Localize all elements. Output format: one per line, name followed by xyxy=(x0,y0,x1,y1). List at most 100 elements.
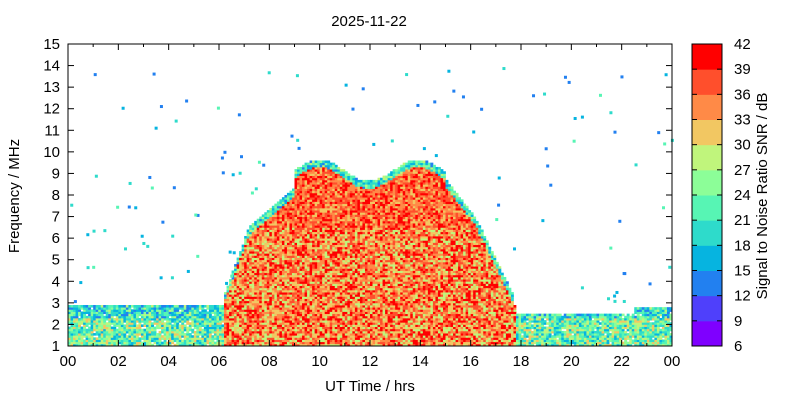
heatmap-cell xyxy=(276,229,280,233)
heatmap-cell xyxy=(297,292,300,295)
heatmap-cell xyxy=(312,268,316,271)
heatmap-cell xyxy=(299,335,303,338)
heatmap-cell xyxy=(241,311,245,315)
heatmap-cell xyxy=(312,231,316,235)
heatmap-cell xyxy=(108,341,112,345)
heatmap-cell xyxy=(319,238,323,241)
heatmap-cell xyxy=(342,244,346,248)
heatmap-cell xyxy=(73,311,76,315)
heatmap-cell xyxy=(256,272,260,276)
heatmap-cell xyxy=(309,322,313,325)
heatmap-cell xyxy=(339,328,343,332)
heatmap-cell xyxy=(120,333,124,336)
heatmap-cell xyxy=(113,313,117,317)
heatmap-cell xyxy=(146,335,149,338)
heatmap-cell xyxy=(178,335,182,338)
heatmap-cell xyxy=(289,292,293,295)
heatmap-cell xyxy=(261,270,265,274)
heatmap-cell xyxy=(304,266,308,269)
heatmap-cell xyxy=(354,203,358,207)
heatmap-cell xyxy=(266,257,270,261)
heatmap-cell xyxy=(78,328,81,332)
heatmap-cell xyxy=(291,229,295,233)
heatmap-cell xyxy=(349,218,353,222)
heatmap-cell xyxy=(327,309,331,312)
heatmap-cell xyxy=(271,335,275,338)
heatmap-cell xyxy=(269,255,273,258)
heatmap-cell xyxy=(297,251,300,254)
heatmap-cell xyxy=(332,335,336,338)
heatmap-cell xyxy=(286,246,290,250)
heatmap-cell xyxy=(264,220,268,224)
heatmap-cell xyxy=(284,289,288,293)
heatmap-cell xyxy=(168,341,172,345)
heatmap-cell xyxy=(322,216,326,220)
heatmap-cell xyxy=(193,313,197,317)
heatmap-cell xyxy=(337,307,341,310)
heatmap-cell xyxy=(261,289,265,293)
heatmap-cell xyxy=(357,218,361,222)
heatmap-cell xyxy=(304,216,308,220)
heatmap-cell xyxy=(289,197,293,200)
heatmap-cell xyxy=(291,214,295,217)
heatmap-cell xyxy=(118,307,122,310)
heatmap-cell xyxy=(334,220,338,224)
heatmap-cell xyxy=(221,324,225,327)
heatmap-cell xyxy=(324,328,328,332)
heatmap-cell xyxy=(357,315,361,319)
heatmap-cell xyxy=(75,326,79,330)
heatmap-cell xyxy=(294,281,298,284)
heatmap-cell xyxy=(324,160,328,164)
heatmap-cell xyxy=(183,307,187,310)
heatmap-cell xyxy=(244,259,248,263)
heatmap-cell xyxy=(95,322,99,325)
heatmap-cell xyxy=(309,220,313,224)
heatmap-cell xyxy=(85,305,89,308)
heatmap-cell xyxy=(140,307,144,310)
heatmap-cell xyxy=(281,281,285,284)
heatmap-cell xyxy=(294,216,298,220)
heatmap-cell xyxy=(312,220,316,224)
heatmap-cell xyxy=(234,317,238,321)
heatmap-cell xyxy=(133,322,137,325)
heatmap-cell xyxy=(357,188,361,192)
heatmap-cell xyxy=(362,333,366,336)
heatmap-cell xyxy=(73,313,76,317)
heatmap-cell xyxy=(183,320,187,323)
heatmap-cell xyxy=(241,337,245,340)
heatmap-cell xyxy=(312,298,316,302)
heatmap-cell xyxy=(251,257,255,261)
heatmap-cell xyxy=(78,311,81,315)
heatmap-cell xyxy=(362,268,366,271)
heatmap-cell xyxy=(334,164,338,168)
heatmap-cell xyxy=(359,292,363,295)
heatmap-cell xyxy=(75,337,79,340)
heatmap-cell xyxy=(304,225,308,228)
heatmap-cell xyxy=(249,315,253,319)
heatmap-cell xyxy=(352,307,356,310)
heatmap-cell xyxy=(254,311,258,315)
heatmap-cell xyxy=(100,328,104,332)
heatmap-cell xyxy=(271,205,275,209)
heatmap-cell xyxy=(113,317,117,321)
heatmap-cell xyxy=(337,205,341,209)
heatmap-cell xyxy=(307,177,310,181)
heatmap-cell xyxy=(317,175,321,179)
heatmap-cell xyxy=(281,218,285,222)
heatmap-cell xyxy=(244,300,248,304)
heatmap-cell xyxy=(261,315,265,319)
heatmap-cell xyxy=(73,317,76,321)
heatmap-cell xyxy=(271,216,275,220)
heatmap-cell xyxy=(344,199,348,202)
heatmap-cell xyxy=(302,177,305,181)
heatmap-cell xyxy=(271,276,275,280)
heatmap-cell xyxy=(284,330,288,334)
heatmap-cell xyxy=(251,225,255,228)
heatmap-cell xyxy=(302,268,305,271)
heatmap-cell xyxy=(279,255,283,258)
heatmap-cell xyxy=(319,233,323,237)
heatmap-cell xyxy=(246,313,250,317)
heatmap-cell xyxy=(304,248,308,252)
heatmap-cell xyxy=(309,279,313,282)
heatmap-cell xyxy=(120,315,124,319)
